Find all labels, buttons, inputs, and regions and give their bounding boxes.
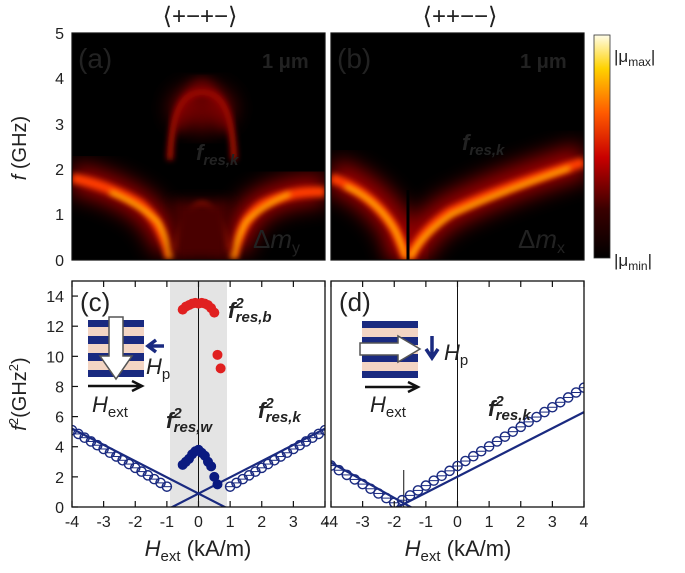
y-tick-label: 6 (55, 410, 64, 427)
down-arrow-icon (424, 336, 440, 362)
panel-d-label: (d) (339, 287, 371, 317)
panel-c-hext-label: Hext (92, 392, 129, 421)
panel-c-xlabel: Hext (kA/m) (145, 536, 252, 565)
panel-a-ytick: 2 (55, 162, 64, 179)
panel-a-ytick: 3 (55, 117, 64, 134)
y-tick-label: 8 (55, 379, 64, 396)
panel-b-scale: 1 μm (520, 51, 567, 73)
panel-c-points (72, 297, 325, 492)
panel-b-left-core (344, 184, 408, 259)
x-tick-label: 3 (548, 514, 557, 531)
panel-c-ylabel: f2(GHz2) (6, 357, 31, 430)
x-tick-label: -2 (387, 514, 401, 531)
panel-a-ytick: 0 (55, 253, 64, 270)
y-tick-label: 4 (55, 440, 64, 457)
x-tick-label: -4 (324, 514, 338, 531)
colorbar-max-label: |μmax| (614, 47, 655, 69)
panel-c-fit-lines (72, 427, 325, 507)
panel-a-scale: 1 μm (262, 51, 309, 73)
panel-d-inset-stripe (362, 362, 418, 371)
panel-a-ytick: 4 (55, 71, 64, 88)
x-tick-label: -1 (419, 514, 433, 531)
panel-d-inset-stripe (362, 354, 418, 362)
panel-a-ytick: 5 (55, 26, 64, 43)
well-mode-point (209, 471, 220, 482)
colorbar: |μmax| |μmin| (593, 34, 655, 273)
panel-d-fit-lines (331, 411, 584, 507)
bulk-mode-point (212, 349, 223, 360)
panel-b-right-core (408, 166, 571, 259)
x-tick-label: 1 (485, 514, 494, 531)
right-arrow-icon (88, 379, 145, 393)
panel-d-ticks: -4 -3 -2 -1 0 1 2 3 4 (324, 281, 589, 531)
panel-b-frame (330, 32, 585, 261)
config-label-b: ⟨++−−⟩ (423, 3, 498, 30)
well-mode-point (206, 461, 217, 472)
panel-d-inset-stripe (362, 337, 418, 345)
down-arrow-icon (98, 316, 134, 381)
panel-a-right-branch-core (231, 192, 291, 259)
panel-d-xlabel: Hext (kA/m) (405, 536, 512, 565)
well-mode-point (212, 479, 223, 490)
right-arrow-icon (365, 380, 421, 394)
y-tick-label: 10 (46, 349, 64, 366)
panel-a-frame (71, 32, 326, 261)
x-tick-label: 0 (194, 514, 203, 531)
panel-a-label: (a) (78, 43, 112, 74)
x-tick-label: -4 (65, 514, 79, 531)
panel-c-hp-label: Hp (146, 354, 170, 383)
panel-a-bulk-arc (167, 88, 237, 161)
left-arrow-icon (145, 338, 164, 354)
y-tick-label: 2 (55, 470, 64, 487)
panel-d-hext-label: Hext (370, 392, 407, 421)
panel-a-y-ticks: 0 1 2 3 4 5 (55, 26, 64, 270)
x-tick-label: 0 (453, 514, 462, 531)
panel-c-label: (c) (80, 287, 110, 317)
y-tick-label: 14 (46, 289, 64, 306)
panel-d-inset-stripe (362, 321, 418, 328)
x-tick-label: 2 (516, 514, 525, 531)
config-label-a: ⟨+−+−⟩ (163, 3, 238, 30)
panel-a-bulk-arc-top (174, 79, 230, 132)
y-tick-label: 12 (46, 319, 64, 336)
y-tick-label: 0 (55, 500, 64, 517)
panel-a: (a) 1 μm fres,k Δmy 0 1 2 3 4 5 f (GHz) (9, 26, 326, 270)
panel-d: -4 -3 -2 -1 0 1 2 3 4 (d) f2 res,k Hp Hext Hext (… (324, 280, 589, 565)
fit-line (395, 411, 584, 507)
x-tick-label: -3 (97, 514, 111, 531)
right-arrow-icon (359, 334, 422, 364)
bulk-mode-point (209, 307, 220, 318)
panel-b: (b) 1 μm fres,k Δmx (330, 32, 585, 261)
panel-d-points (331, 382, 584, 507)
panel-c-inset: Hp Hext (88, 316, 170, 421)
panel-a-left-branch-core (109, 190, 172, 259)
panel-d-inset-stripe (362, 328, 418, 337)
x-tick-label: 4 (580, 514, 589, 531)
x-tick-label: -2 (128, 514, 142, 531)
fit-line (169, 427, 325, 507)
fit-line (72, 427, 228, 507)
colorbar-min-label: |μmin| (614, 251, 652, 273)
x-tick-label: -1 (160, 514, 174, 531)
panel-a-ytick: 1 (55, 207, 64, 224)
panel-d-inset-stripe (362, 371, 418, 378)
panel-a-ylabel: f (GHz) (9, 116, 31, 180)
panel-d-inset: Hp Hext (359, 321, 468, 421)
panel-d-hp-label: Hp (444, 340, 468, 369)
panel-b-label: (b) (337, 43, 371, 74)
x-tick-label: 2 (257, 514, 266, 531)
fit-line (331, 461, 413, 507)
bulk-mode-point (215, 363, 226, 374)
x-tick-label: 3 (289, 514, 298, 531)
colorbar-gradient (593, 34, 611, 259)
x-tick-label: 1 (226, 514, 235, 531)
x-tick-label: -3 (356, 514, 370, 531)
panel-a-center-glow (172, 200, 230, 260)
x-tick-label: 4 (321, 514, 330, 531)
